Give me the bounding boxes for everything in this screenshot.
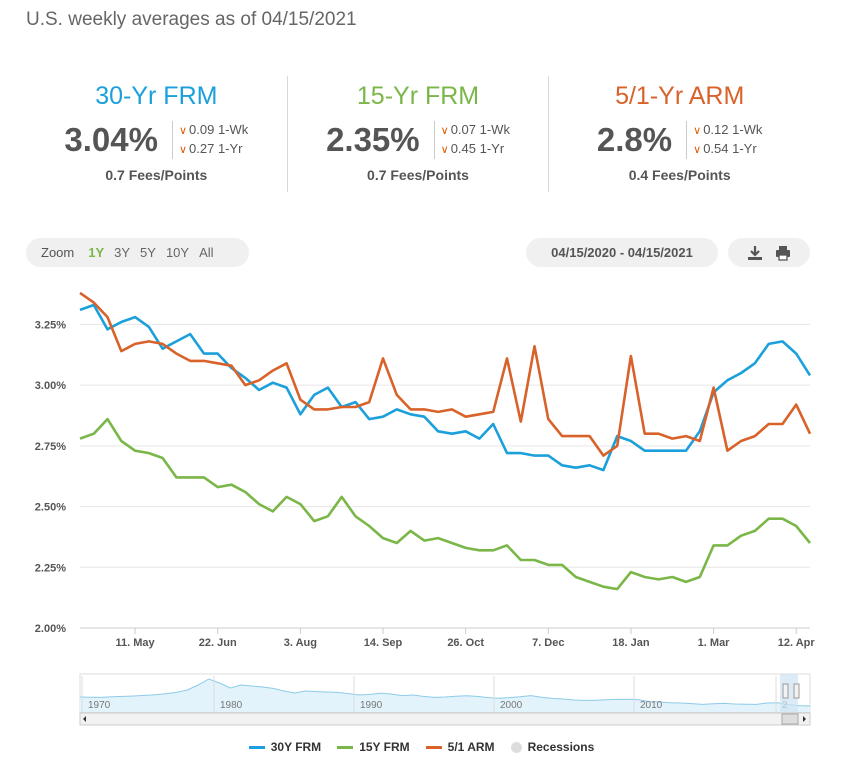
- chart-tools: [728, 238, 810, 267]
- date-range[interactable]: 04/15/2020 - 04/15/2021: [526, 238, 718, 267]
- legend-item-arm[interactable]: 5/1 ARM: [425, 740, 495, 754]
- page-subtitle: U.S. weekly averages as of 04/15/2021: [26, 9, 357, 30]
- legend-swatch: [337, 745, 354, 749]
- y-tick-label: 2.00%: [35, 623, 66, 635]
- zoom-3y-button[interactable]: 3Y: [114, 245, 131, 260]
- plot-area: [80, 288, 810, 628]
- chevron-down-icon: ∨: [693, 144, 702, 156]
- legend-item-30y[interactable]: 30Y FRM: [248, 740, 322, 754]
- rate-value: 2.8%: [596, 121, 673, 158]
- rate-card-15yr: 15-Yr FRM 2.35% ∨ 0.07 1-Wk ∨ 0.45 1-Yr 0.…: [286, 76, 549, 192]
- x-tick-label: 26. Oct: [447, 637, 484, 649]
- print-icon[interactable]: [774, 244, 792, 262]
- chevron-down-icon: ∨: [178, 144, 188, 156]
- mortgage-rate-chart[interactable]: 2.00% 2.25% 2.50% 2.75% 3.00% 3.25% 11. May 22…: [0, 280, 843, 660]
- x-tick-label: 11. May: [116, 637, 156, 649]
- zoom-5y-button[interactable]: 5Y: [140, 245, 156, 260]
- zoom-1y-button[interactable]: 1Y: [88, 245, 105, 260]
- series-line-5-1-arm[interactable]: [79, 291, 812, 457]
- rate-card-30yr: 30-Yr FRM 3.04% ∨ 0.09 1-Wk ∨ 0.27 1-Yr 0.…: [26, 76, 287, 192]
- navigator-handle-right[interactable]: [793, 683, 800, 699]
- rate-value: 2.35%: [326, 121, 420, 158]
- navigator-year-label: 2010: [640, 700, 663, 711]
- y-tick-label: 2.25%: [35, 562, 66, 574]
- weekly-change: 0.09 1-Wk: [189, 122, 249, 137]
- zoom-label: Zoom: [41, 245, 75, 260]
- fees-points: 0.7 Fees/Points: [105, 167, 208, 183]
- rate-card-arm: 5/1-Yr ARM 2.8% ∨ 0.12 1-Wk ∨ 0.54 1-Yr 0.…: [548, 76, 810, 192]
- rate-changes: ∨ 0.07 1-Wk ∨ 0.45 1-Yr: [433, 121, 510, 159]
- chevron-down-icon: ∨: [178, 125, 188, 137]
- rate-summary: 30-Yr FRM 3.04% ∨ 0.09 1-Wk ∨ 0.27 1-Yr 0.…: [26, 76, 810, 192]
- y-tick-label: 2.75%: [35, 441, 66, 453]
- rate-value: 3.04%: [64, 121, 158, 158]
- yearly-change: 0.45 1-Yr: [450, 141, 505, 156]
- chevron-down-icon: ∨: [693, 125, 702, 137]
- zoom-all-button[interactable]: All: [199, 245, 214, 260]
- rate-name: 30-Yr FRM: [95, 82, 218, 110]
- fees-points: 0.7 Fees/Points: [367, 167, 469, 183]
- yearly-change: 0.27 1-Yr: [189, 141, 243, 156]
- weekly-change: 0.07 1-Wk: [450, 122, 510, 137]
- x-tick-label: 22. Jun: [199, 637, 237, 649]
- weekly-change: 0.12 1-Wk: [703, 122, 763, 137]
- chevron-down-icon: ∨: [440, 144, 449, 156]
- x-tick-label: 12. Apr: [778, 637, 816, 649]
- zoom-10y-button[interactable]: 10Y: [165, 245, 190, 260]
- navigator-year-label: 2000: [500, 700, 523, 711]
- series-line-15y-frm[interactable]: [79, 417, 812, 591]
- legend-label: 15Y FRM: [359, 740, 410, 754]
- scroll-right-icon[interactable]: [803, 716, 806, 722]
- navigator-handle-left[interactable]: [782, 683, 789, 699]
- legend-label: 30Y FRM: [270, 740, 322, 754]
- x-tick-label: 14. Sep: [364, 637, 403, 649]
- navigator-year-label: 1990: [360, 700, 383, 711]
- legend-label: Recessions: [527, 740, 595, 754]
- navigator[interactable]: 197019801990200020102: [0, 670, 843, 730]
- legend-label: 5/1 ARM: [447, 740, 495, 754]
- navigator-scrollbar[interactable]: [79, 712, 811, 726]
- chevron-down-icon: ∨: [440, 125, 449, 137]
- zoom-controls: Zoom 1Y 3Y 5Y 10Y All: [26, 238, 249, 267]
- rate-changes: ∨ 0.09 1-Wk ∨ 0.27 1-Yr: [171, 121, 249, 159]
- x-tick-label: 18. Jan: [612, 637, 650, 649]
- legend-item-15y[interactable]: 15Y FRM: [337, 740, 410, 754]
- navigator-line: [79, 678, 811, 707]
- scrollbar-thumb[interactable]: [781, 713, 799, 725]
- legend-dot: [510, 741, 522, 753]
- rate-name: 5/1-Yr ARM: [615, 82, 745, 110]
- fees-points: 0.4 Fees/Points: [628, 167, 731, 183]
- download-icon[interactable]: [746, 244, 764, 262]
- series-line-30y-frm[interactable]: [79, 303, 812, 472]
- yearly-change: 0.54 1-Yr: [703, 141, 757, 156]
- x-tick-label: 3. Aug: [284, 637, 317, 649]
- legend-item-recessions[interactable]: Recessions: [510, 740, 595, 754]
- rate-name: 15-Yr FRM: [356, 82, 480, 110]
- navigator-year-label: 1980: [220, 700, 243, 711]
- legend-swatch: [248, 745, 265, 749]
- y-tick-label: 3.25%: [35, 319, 66, 331]
- chart-legend: 30Y FRM 15Y FRM 5/1 ARM Recessions: [0, 740, 843, 754]
- y-tick-label: 2.50%: [35, 502, 66, 514]
- x-tick-label: 7. Dec: [532, 637, 564, 649]
- scroll-left-icon[interactable]: [83, 716, 86, 722]
- legend-swatch: [425, 745, 442, 749]
- rate-changes: ∨ 0.12 1-Wk ∨ 0.54 1-Yr: [686, 121, 762, 159]
- x-tick-label: 1. Mar: [698, 637, 731, 649]
- y-tick-label: 3.00%: [35, 380, 66, 392]
- navigator-year-label: 1970: [88, 700, 111, 711]
